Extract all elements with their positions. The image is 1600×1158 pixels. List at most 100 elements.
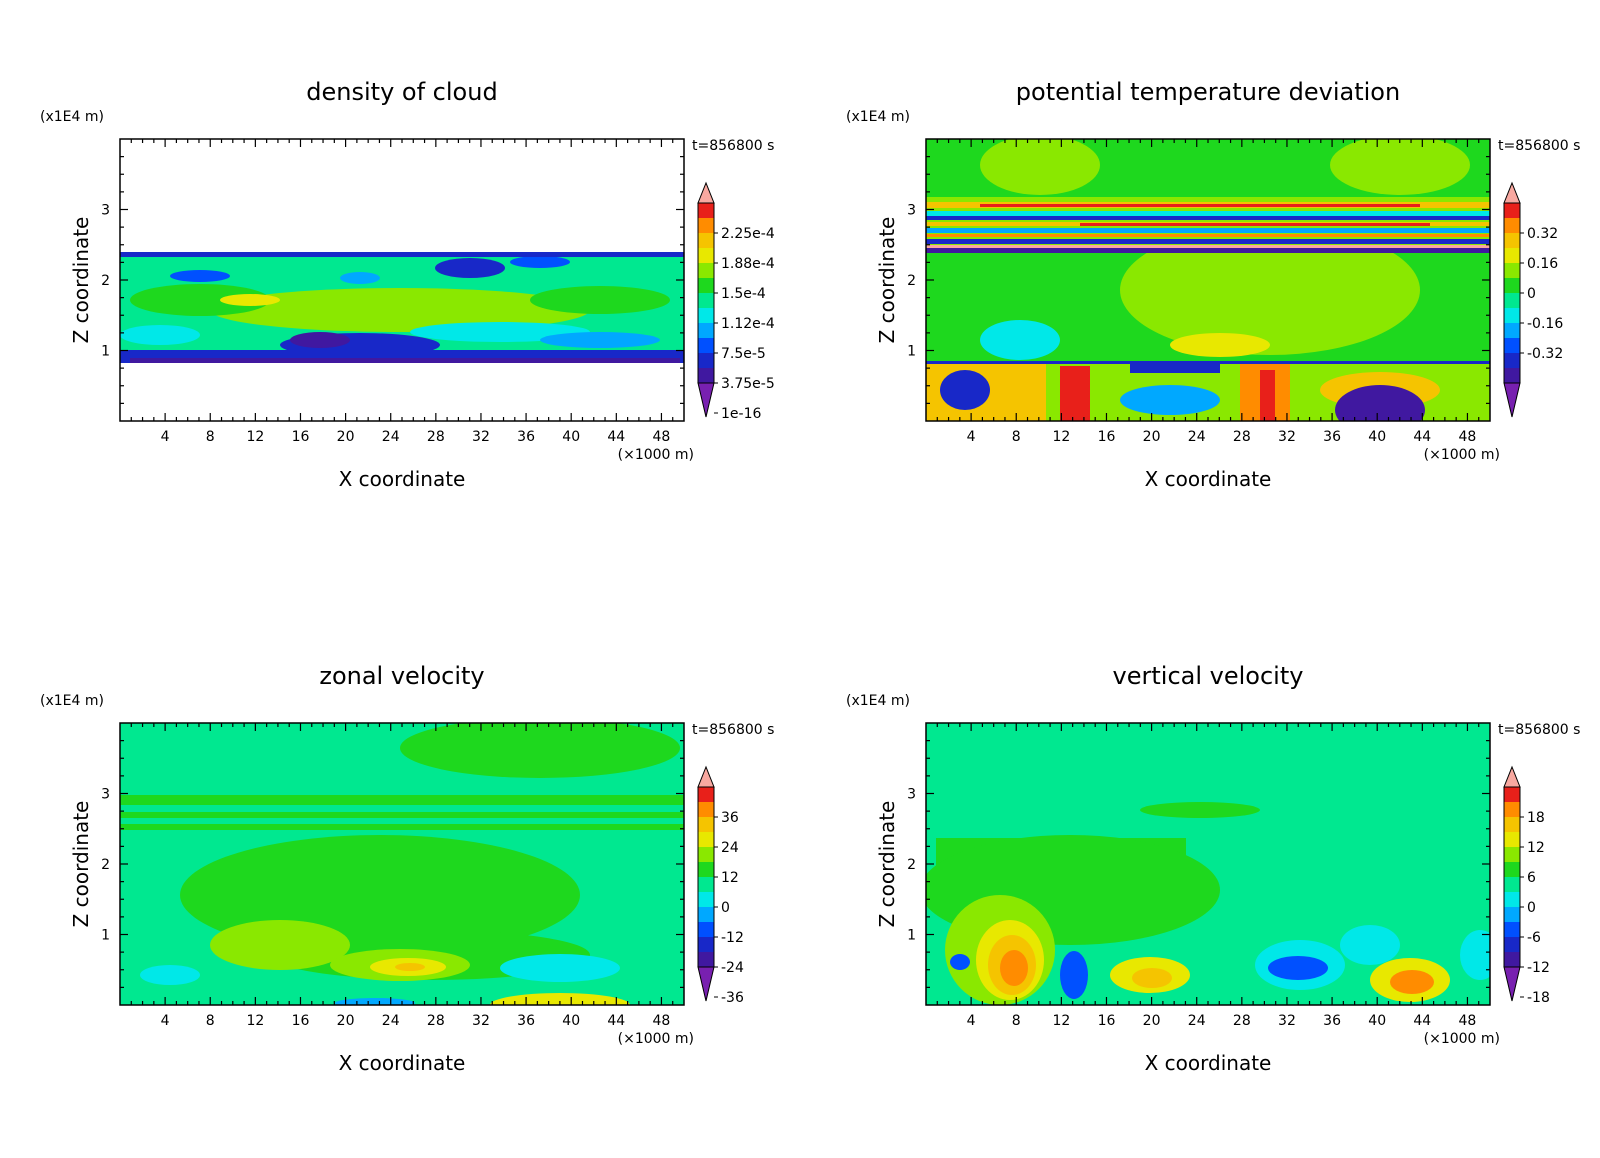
colorbar-swatch <box>698 847 714 862</box>
x-unit-label: (×1000 m) <box>618 1031 694 1047</box>
colorbar-label: -36 <box>721 990 744 1006</box>
colorbar-swatch <box>698 907 714 922</box>
y-tick-label: 3 <box>101 203 110 219</box>
y-axis-label: Z coordinate <box>875 801 899 928</box>
y-tick-label: 3 <box>101 787 110 803</box>
colorbar-swatch <box>1504 248 1520 263</box>
colorbar-swatch <box>698 293 714 308</box>
colorbar-swatch <box>1504 802 1520 817</box>
colorbar-label: -0.16 <box>1527 316 1563 332</box>
colorbar: 36 24 12 0 -12 -24 -36 <box>697 765 744 1006</box>
time-label: t=856800 s <box>1498 722 1580 738</box>
colorbar-swatch <box>698 308 714 323</box>
colorbar-bottom-arrow <box>697 966 715 1002</box>
y-tick-label: 1 <box>101 928 110 944</box>
x-tick-label: 40 <box>1368 1013 1386 1029</box>
colorbar-top-arrow <box>697 765 715 788</box>
x-tick-label: 28 <box>1233 1013 1251 1029</box>
x-tick-label: 40 <box>562 1013 580 1029</box>
y-tick-label: 2 <box>101 273 110 289</box>
colorbar-bottom-arrow <box>697 382 715 418</box>
colorbar-label: 1.88e-4 <box>721 256 775 272</box>
colorbar-swatch <box>1504 278 1520 293</box>
colorbar-label: 12 <box>1527 840 1545 856</box>
colorbar-swatch <box>698 368 714 383</box>
x-tick-label: 16 <box>292 429 310 445</box>
colorbar-label: -0.32 <box>1527 346 1563 362</box>
colorbar-swatch <box>698 877 714 892</box>
x-tick-label: 20 <box>337 429 355 445</box>
colorbar-swatch <box>1504 937 1520 952</box>
y-axis-label: Z coordinate <box>69 801 93 928</box>
colorbar-top-arrow <box>1503 181 1521 204</box>
x-tick-label: 44 <box>607 429 625 445</box>
x-tick-label: 16 <box>292 1013 310 1029</box>
x-tick-label: 12 <box>246 429 264 445</box>
colorbar-label: 18 <box>1527 810 1545 826</box>
contour-field <box>120 139 684 421</box>
y-tick-label: 1 <box>907 928 916 944</box>
colorbar-swatch <box>1504 368 1520 383</box>
panel-title: density of cloud <box>306 78 497 106</box>
colorbar-swatch <box>698 787 714 802</box>
colorbar: 0.32 0.16 0 -0.16 -0.32 <box>1503 181 1563 418</box>
x-axis-label: X coordinate <box>1145 1051 1272 1075</box>
time-label: t=856800 s <box>692 722 774 738</box>
y-unit-label: (x1E4 m) <box>40 109 104 125</box>
x-tick-label: 20 <box>337 1013 355 1029</box>
colorbar-top-arrow <box>1503 765 1521 788</box>
x-tick-label: 32 <box>472 429 490 445</box>
x-tick-label: 12 <box>1052 1013 1070 1029</box>
colorbar-swatch <box>698 278 714 293</box>
colorbar-swatch <box>1504 323 1520 338</box>
colorbar-label: 36 <box>721 810 739 826</box>
x-unit-label: (×1000 m) <box>1424 1031 1500 1047</box>
y-tick-label: 2 <box>907 857 916 873</box>
colorbar-swatch <box>1504 862 1520 877</box>
colorbar-swatch <box>698 817 714 832</box>
colorbar-swatch <box>698 218 714 233</box>
x-axis-label: X coordinate <box>339 1051 466 1075</box>
colorbar-label: 1.5e-4 <box>721 286 766 302</box>
x-tick-label: 36 <box>1323 1013 1341 1029</box>
colorbar-label: 1e-16 <box>721 406 761 422</box>
x-tick-label: 36 <box>517 429 535 445</box>
x-tick-label: 36 <box>517 1013 535 1029</box>
x-tick-label: 28 <box>427 1013 445 1029</box>
colorbar-swatch <box>698 832 714 847</box>
contour-field <box>926 723 1490 1005</box>
colorbar-swatch <box>1504 293 1520 308</box>
colorbar-swatch <box>1504 353 1520 368</box>
colorbar-label: 0 <box>721 900 730 916</box>
colorbar-swatch <box>1504 817 1520 832</box>
colorbar-swatch <box>698 263 714 278</box>
panel-potential-temperature-deviation: potential temperature deviation (x1E4 m)… <box>846 78 1580 491</box>
colorbar-swatch <box>698 922 714 937</box>
x-unit-label: (×1000 m) <box>1424 447 1500 463</box>
colorbar-label: -6 <box>1527 930 1541 946</box>
x-tick-label: 4 <box>967 429 976 445</box>
colorbar-swatch <box>1504 832 1520 847</box>
y-tick-label: 2 <box>101 857 110 873</box>
colorbar-label: -24 <box>721 960 744 976</box>
colorbar-swatch <box>698 952 714 967</box>
colorbar-label: 6 <box>1527 870 1536 886</box>
x-tick-label: 36 <box>1323 429 1341 445</box>
colorbar-swatch <box>1504 907 1520 922</box>
colorbar-label: 0 <box>1527 900 1536 916</box>
contour-field <box>120 723 684 1005</box>
colorbar-label: -12 <box>721 930 744 946</box>
colorbar: 18 12 6 0 -6 -12 -18 <box>1503 765 1550 1006</box>
x-tick-label: 48 <box>653 1013 671 1029</box>
x-tick-label: 32 <box>1278 1013 1296 1029</box>
x-tick-label: 24 <box>1188 429 1206 445</box>
colorbar: 2.25e-4 1.88e-4 1.5e-4 1.12e-4 7.5e-5 3.75e-5… <box>697 181 775 422</box>
x-tick-label: 24 <box>382 1013 400 1029</box>
colorbar-swatch <box>698 937 714 952</box>
colorbar-bottom-arrow <box>1503 382 1521 418</box>
colorbar-swatch <box>1504 922 1520 937</box>
colorbar-top-arrow <box>697 181 715 204</box>
y-tick-label: 1 <box>907 344 916 360</box>
x-tick-label: 8 <box>1012 429 1021 445</box>
